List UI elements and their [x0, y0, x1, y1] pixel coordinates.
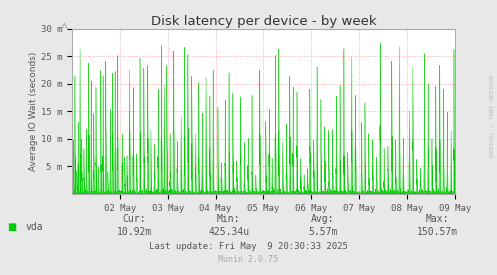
Text: 5.57m: 5.57m	[308, 227, 338, 237]
Text: Cur:: Cur:	[122, 214, 146, 224]
Text: 150.57m: 150.57m	[417, 227, 458, 237]
Y-axis label: Average IO Wait (seconds): Average IO Wait (seconds)	[29, 52, 38, 171]
Text: 425.34u: 425.34u	[208, 227, 249, 237]
Text: Last update: Fri May  9 20:30:33 2025: Last update: Fri May 9 20:30:33 2025	[149, 242, 348, 251]
Text: Munin 2.0.75: Munin 2.0.75	[219, 255, 278, 264]
Text: 10.92m: 10.92m	[117, 227, 152, 237]
Text: vda: vda	[26, 222, 43, 232]
Title: Disk latency per device - by week: Disk latency per device - by week	[151, 15, 376, 28]
Text: ■: ■	[7, 222, 17, 232]
Text: RRDTOOL / TOBI OETIKER: RRDTOOL / TOBI OETIKER	[490, 74, 495, 157]
Text: Min:: Min:	[217, 214, 241, 224]
Text: Avg:: Avg:	[311, 214, 335, 224]
Text: Max:: Max:	[425, 214, 449, 224]
